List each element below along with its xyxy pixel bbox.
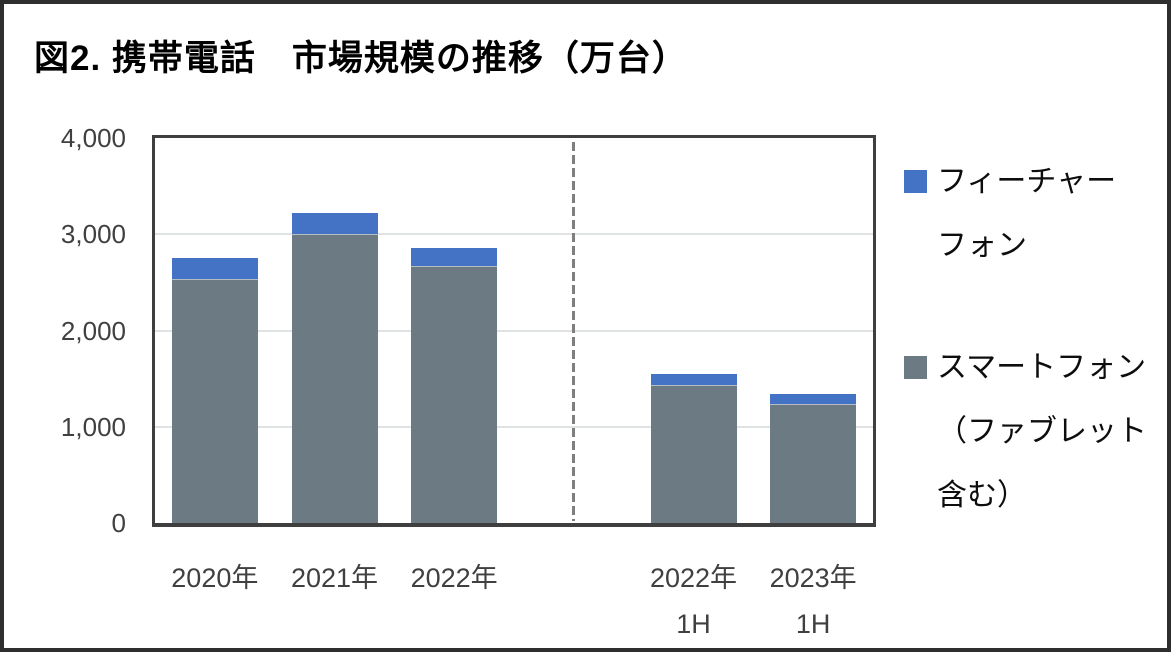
bar-smartphone-2020年 (171, 278, 258, 523)
gridline-1000 (155, 425, 873, 428)
legend-label-smartphone: スマートフォン （ファブレット 含む） (937, 351, 1147, 512)
chart-title: 図2. 携帯電話 市場規模の推移（万台） (34, 39, 688, 78)
y-tick-4,000: 4,000 (60, 123, 126, 153)
legend-item-feature_phone: フィーチャー フォン (902, 150, 1164, 278)
legend: フィーチャー フォンスマートフォン （ファブレット 含む） (902, 150, 1164, 528)
x-tick-2021年: 2021年 (290, 563, 379, 593)
x-tick-2022年: 2022年 (410, 563, 498, 593)
x-tick-2022年-1H: 2022年 1H (649, 563, 738, 639)
legend-item-smartphone: スマートフォン （ファブレット 含む） (902, 336, 1164, 528)
bar-smartphone-2022年1H (650, 385, 737, 523)
legend-swatch-feature_phone (904, 170, 927, 193)
bar-feature_phone-2021年 (291, 213, 378, 235)
x-tick-2023年-1H: 2023年 1H (769, 563, 857, 639)
gridline-3000 (155, 233, 873, 236)
gridline-2000 (155, 329, 873, 332)
y-tick-1,000: 1,000 (60, 411, 126, 442)
bar-feature_phone-2023年1H (770, 394, 857, 404)
bar-smartphone-2023年1H (770, 403, 857, 523)
bar-smartphone-2021年 (291, 234, 378, 523)
bar-feature_phone-2022年1H (650, 373, 737, 386)
bar-feature_phone-2020年 (171, 258, 258, 279)
bar-smartphone-2022年 (411, 266, 498, 523)
legend-label-feature_phone: フィーチャー フォン (937, 165, 1117, 262)
bar-feature_phone-2022年 (411, 247, 498, 267)
plot-area (152, 135, 876, 527)
y-tick-0: 0 (111, 508, 126, 538)
period-divider-line (572, 142, 576, 521)
legend-swatch-smartphone (904, 356, 927, 379)
y-tick-3,000: 3,000 (60, 219, 126, 250)
x-tick-2020年: 2020年 (171, 563, 259, 593)
y-tick-2,000: 2,000 (60, 315, 126, 346)
